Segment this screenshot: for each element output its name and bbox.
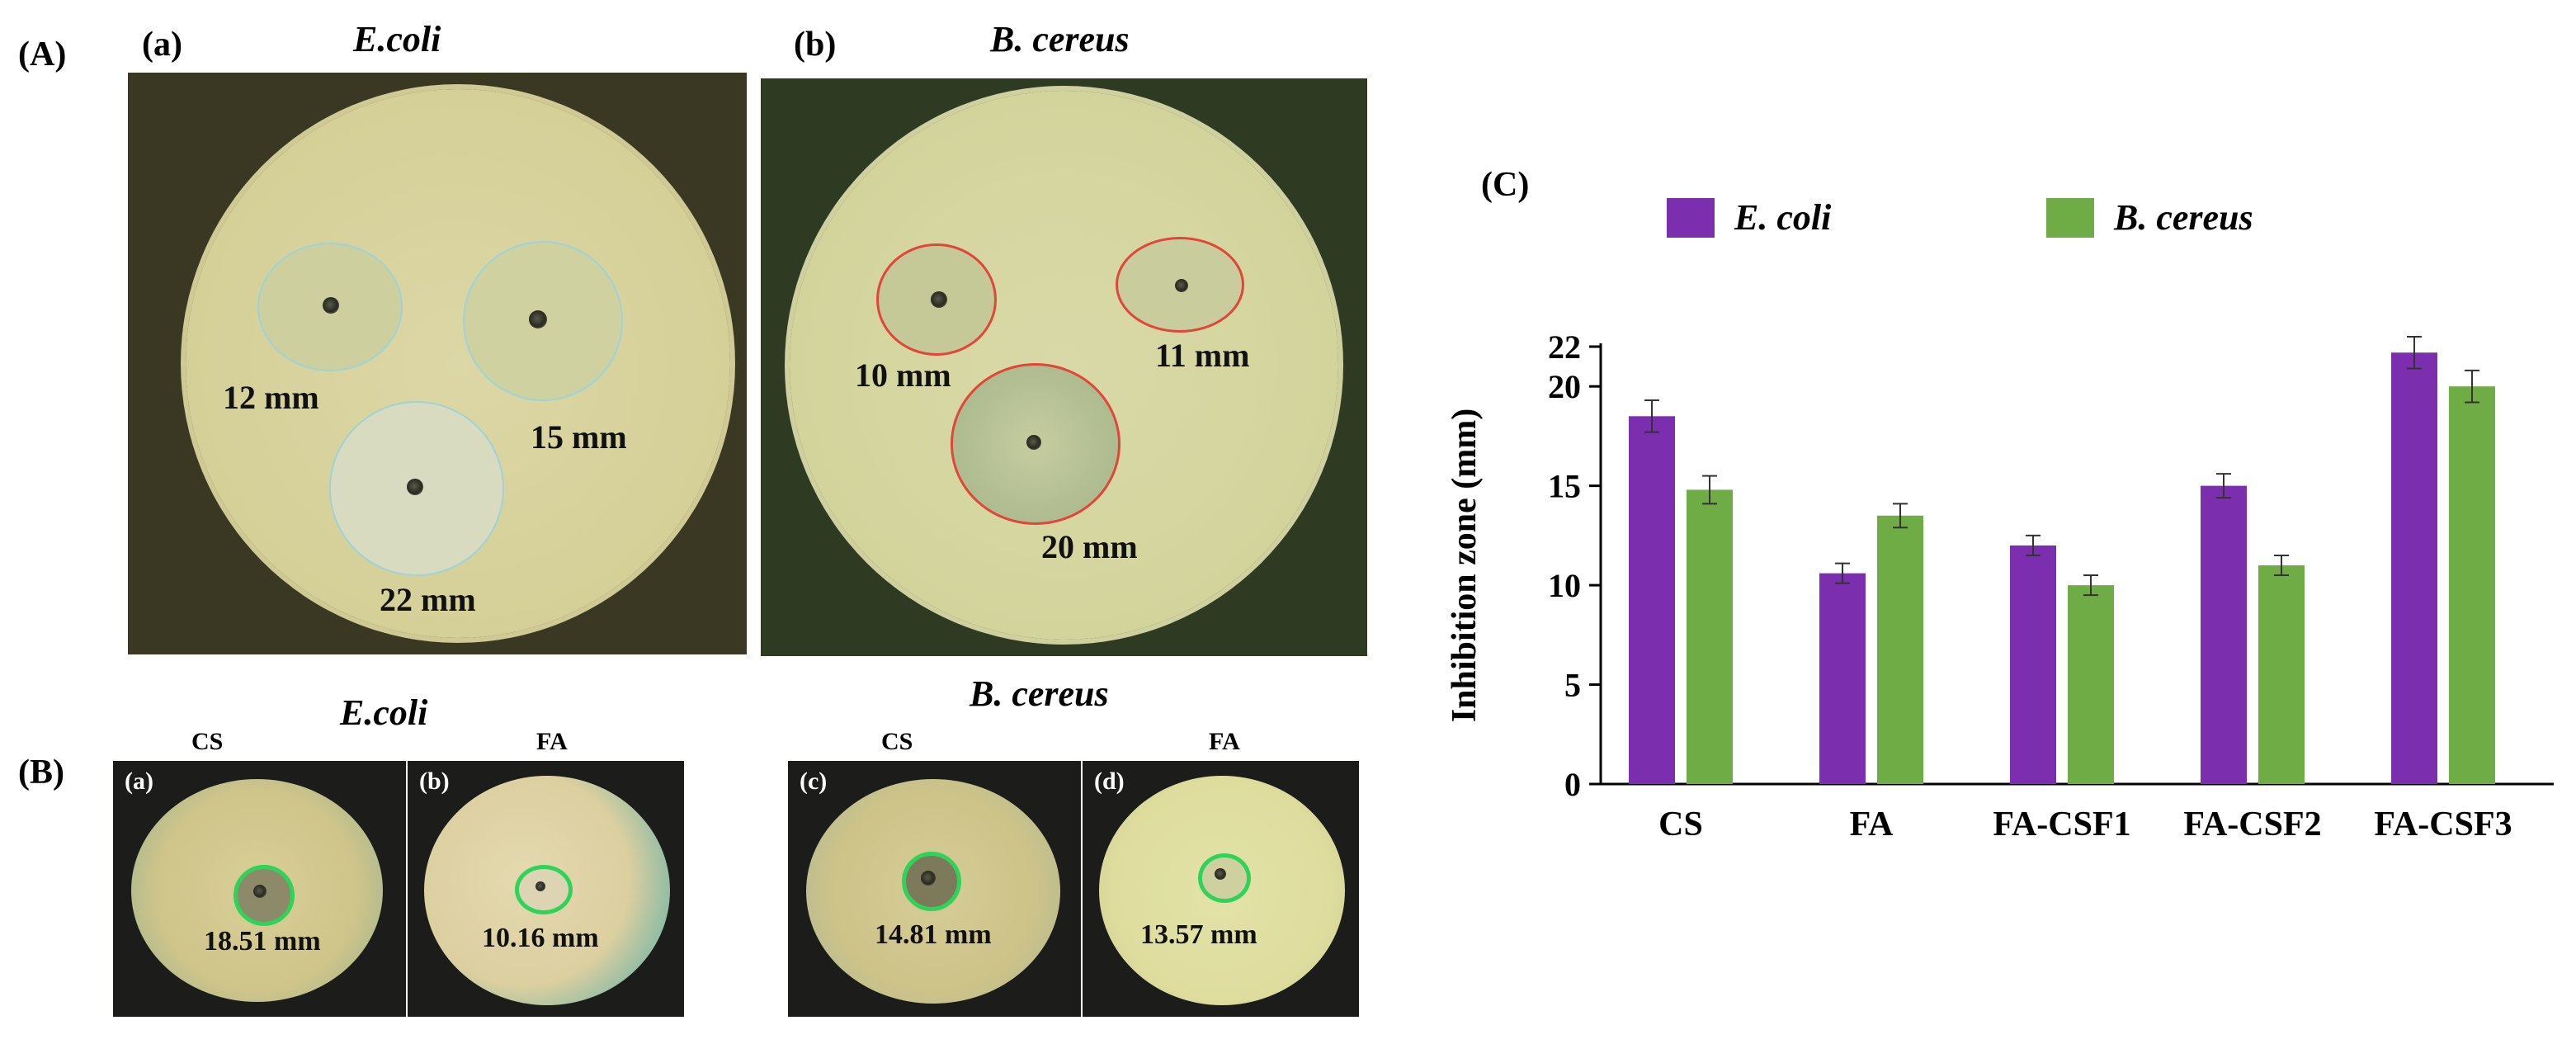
plate-photo-b-b: (b) 10.16 mm — [408, 761, 684, 1017]
x-tick-label: FA-CSF1 — [1993, 805, 2130, 843]
zone-label: 20 mm — [1041, 528, 1138, 565]
plate-letter: (d) — [1094, 768, 1125, 795]
zone-label: 11 mm — [1155, 337, 1250, 374]
sample-label-cs: CS — [191, 728, 224, 755]
plate-letter: (c) — [800, 768, 828, 795]
bar-ecoli — [2391, 352, 2438, 784]
bar-bcereus — [2449, 386, 2496, 784]
well — [323, 297, 339, 314]
panel-b-ecoli-title: E.coli — [340, 692, 428, 733]
petri-dish — [790, 91, 1338, 640]
plate-letter: (a) — [125, 768, 153, 795]
y-tick-label: 20 — [1548, 368, 1581, 405]
plate-photo-bcereus: 10 mm 11 mm 20 mm — [761, 78, 1367, 656]
y-tick-label: 22 — [1548, 328, 1581, 366]
panel-a-a-letter: (a) — [142, 26, 182, 64]
well — [1026, 435, 1041, 450]
zone-label: 18.51 mm — [204, 926, 321, 957]
panel-a-a-organism: E.coli — [353, 19, 441, 59]
zone-label: 10 mm — [855, 357, 951, 394]
well — [931, 291, 947, 308]
y-tick-label: 10 — [1548, 567, 1581, 604]
x-tick-label: FA — [1850, 805, 1894, 843]
x-tick-label: FA-CSF2 — [2183, 805, 2321, 843]
panel-a-label: (A) — [18, 35, 67, 73]
bar-ecoli — [1629, 416, 1676, 784]
bar-ecoli — [2010, 545, 2057, 784]
zone-label: 12 mm — [223, 379, 319, 416]
zone-label: 14.81 mm — [875, 919, 992, 950]
bar-bcereus — [1877, 515, 1924, 784]
sample-label-fa: FA — [536, 728, 568, 755]
well — [529, 310, 547, 328]
x-tick-label: CS — [1658, 805, 1703, 843]
well — [535, 881, 545, 891]
plate-photo-ecoli: 12 mm 15 mm 22 mm — [128, 73, 747, 654]
legend-label-ecoli: E. coli — [1734, 197, 1832, 238]
bar-ecoli — [1819, 573, 1866, 784]
inhibition-zone — [1198, 853, 1251, 903]
y-tick-label: 15 — [1548, 468, 1581, 505]
y-axis-title: Inhibition zone (mm) — [1446, 409, 1484, 722]
legend-label-bcereus: B. cereus — [2113, 197, 2253, 238]
panel-c-label: (C) — [1481, 166, 1530, 204]
well — [1215, 868, 1226, 880]
y-tick-label: 5 — [1564, 667, 1581, 704]
bar-bcereus — [2258, 565, 2305, 784]
sample-label-fa: FA — [1209, 728, 1240, 755]
well — [407, 479, 423, 495]
bar-bcereus — [2068, 585, 2115, 784]
sample-label-cs: CS — [881, 728, 913, 755]
legend-swatch-bcereus — [2046, 198, 2094, 238]
legend-swatch-ecoli — [1667, 198, 1715, 238]
panel-a-b-letter: (b) — [794, 26, 837, 64]
panel-b-bcereus-title: B. cereus — [970, 673, 1109, 714]
well — [921, 871, 936, 886]
panel-b-label: (B) — [18, 753, 64, 791]
y-tick-label: 0 — [1564, 766, 1581, 803]
zone-label: 15 mm — [531, 418, 627, 456]
bar-ecoli — [2201, 485, 2248, 784]
zone-label: 13.57 mm — [1140, 919, 1257, 950]
plate-photo-b-c: (c) 14.81 mm — [788, 761, 1081, 1017]
well — [253, 885, 267, 898]
zone-label: 22 mm — [380, 581, 476, 618]
well — [1175, 279, 1188, 292]
plate-photo-b-d: (d) 13.57 mm — [1083, 761, 1359, 1017]
zone-label: 10.16 mm — [482, 923, 599, 953]
panel-a-b-organism: B. cereus — [990, 19, 1130, 59]
bar-bcereus — [1687, 489, 1734, 784]
x-tick-label: FA-CSF3 — [2374, 805, 2512, 843]
plate-letter: (b) — [419, 768, 450, 795]
plate-photo-b-a: (a) 18.51 mm — [113, 761, 406, 1017]
